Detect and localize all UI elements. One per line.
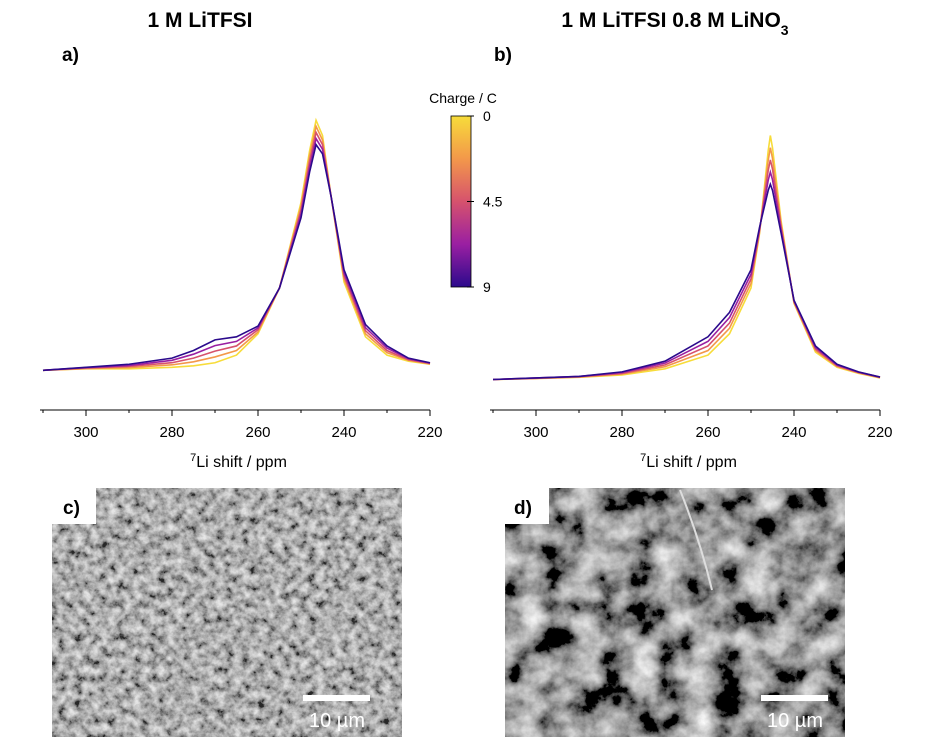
colorbar-label: Charge / C bbox=[429, 90, 497, 106]
x-label-sup: 7 bbox=[640, 452, 646, 464]
spectrum-line bbox=[492, 135, 881, 381]
x-tick-label: 280 bbox=[159, 424, 184, 441]
sem-image-c bbox=[52, 488, 402, 737]
sem-fiber bbox=[679, 489, 713, 591]
colorbar-tick-label: 4.5 bbox=[483, 194, 503, 210]
title-text: 1 M LiTFSI bbox=[148, 9, 253, 32]
scale-label: 10 µm bbox=[309, 710, 365, 732]
x-tick-label: 240 bbox=[331, 424, 356, 441]
x-tick-label: 220 bbox=[417, 424, 442, 441]
chart-title: 1 M LiTFSI bbox=[148, 9, 253, 32]
title-sub: 3 bbox=[781, 22, 789, 38]
spectrum-line bbox=[492, 181, 881, 381]
sem-image-d bbox=[505, 488, 845, 737]
x-label-text: Li shift / ppm bbox=[646, 454, 737, 471]
chart-title: 1 M LiTFSI 0.8 M LiNO3 bbox=[561, 9, 788, 38]
x-tick-label: 260 bbox=[695, 424, 720, 441]
x-label-text: Li shift / ppm bbox=[196, 454, 287, 471]
title-text: 1 M LiTFSI 0.8 M LiNO bbox=[561, 9, 780, 32]
x-tick-label: 280 bbox=[609, 424, 634, 441]
spectrum-line bbox=[492, 159, 881, 381]
panel-label: d) bbox=[514, 498, 532, 519]
panel-label: a) bbox=[62, 45, 79, 66]
label-box bbox=[52, 488, 96, 524]
x-tick-label: 220 bbox=[867, 424, 892, 441]
panel-label: b) bbox=[494, 45, 512, 66]
x-tick-label: 240 bbox=[781, 424, 806, 441]
colorbar-tick-label: 9 bbox=[483, 279, 491, 295]
label-box bbox=[505, 488, 549, 524]
scale-label: 10 µm bbox=[767, 710, 823, 732]
x-label-sup: 7 bbox=[190, 452, 196, 464]
colorbar-tick-label: 0 bbox=[483, 108, 491, 124]
x-axis-label: 7Li shift / ppm bbox=[190, 452, 287, 471]
x-tick-label: 260 bbox=[245, 424, 270, 441]
spectrum-line bbox=[42, 142, 431, 372]
x-axis-label: 7Li shift / ppm bbox=[640, 452, 737, 471]
panel-label: c) bbox=[63, 498, 80, 519]
x-tick-label: 300 bbox=[73, 424, 98, 441]
x-tick-label: 300 bbox=[523, 424, 548, 441]
spectrum-line bbox=[492, 147, 881, 381]
